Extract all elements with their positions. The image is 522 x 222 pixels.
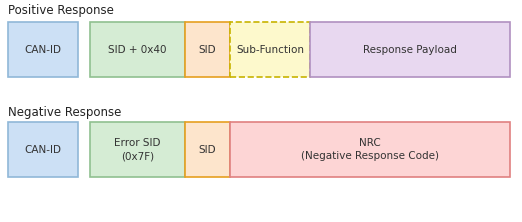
Text: Response Payload: Response Payload [363, 44, 457, 54]
FancyBboxPatch shape [230, 22, 310, 77]
Text: Sub-Function: Sub-Function [236, 44, 304, 54]
Text: Negative Response: Negative Response [8, 106, 122, 119]
FancyBboxPatch shape [185, 122, 230, 177]
Text: SID: SID [199, 145, 216, 155]
Text: Positive Response: Positive Response [8, 4, 114, 17]
Text: SID + 0x40: SID + 0x40 [108, 44, 167, 54]
FancyBboxPatch shape [8, 22, 78, 77]
Text: CAN-ID: CAN-ID [25, 44, 62, 54]
Text: CAN-ID: CAN-ID [25, 145, 62, 155]
Text: Error SID
(0x7F): Error SID (0x7F) [114, 138, 161, 161]
FancyBboxPatch shape [185, 22, 230, 77]
FancyBboxPatch shape [90, 122, 185, 177]
Text: NRC
(Negative Response Code): NRC (Negative Response Code) [301, 138, 439, 161]
Text: SID: SID [199, 44, 216, 54]
FancyBboxPatch shape [8, 122, 78, 177]
FancyBboxPatch shape [230, 122, 510, 177]
FancyBboxPatch shape [310, 22, 510, 77]
FancyBboxPatch shape [90, 22, 185, 77]
